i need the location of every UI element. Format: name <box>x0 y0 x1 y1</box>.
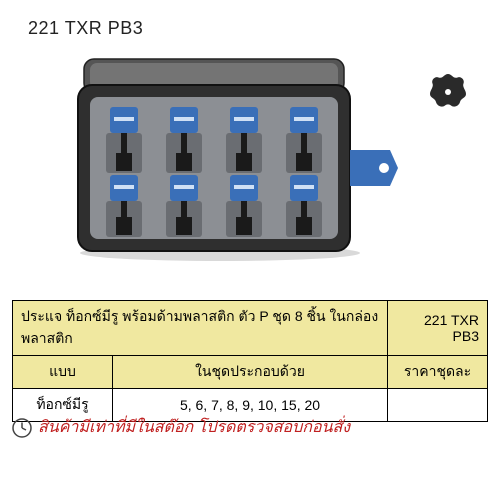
col-header-contents: ในชุดประกอบด้วย <box>113 356 388 389</box>
product-title-th: ประแจ ท็อกซ์มีรู พร้อมด้ามพลาสติก ตัว P … <box>13 301 388 356</box>
clock-icon <box>12 418 32 438</box>
torx-tamper-icon <box>426 70 470 119</box>
product-title-code: 221 TXR PB3 <box>388 301 488 356</box>
notice-text: สินค้ามีเท่าที่มีในสต๊อก โปรดตรวจสอบก่อน… <box>38 415 350 440</box>
col-header-type: แบบ <box>13 356 113 389</box>
stock-notice: สินค้ามีเท่าที่มีในสต๊อก โปรดตรวจสอบก่อน… <box>12 415 488 440</box>
table-title-row: ประแจ ท็อกซ์มีรู พร้อมด้ามพลาสติก ตัว P … <box>13 301 488 356</box>
product-code: 221 TXR PB3 <box>28 18 143 39</box>
spec-table: ประแจ ท็อกซ์มีรู พร้อมด้ามพลาสติก ตัว P … <box>12 300 488 422</box>
col-header-price: ราคาชุดละ <box>388 356 488 389</box>
product-image <box>60 55 400 265</box>
hang-tag <box>350 150 398 186</box>
table-header-row: แบบ ในชุดประกอบด้วย ราคาชุดละ <box>13 356 488 389</box>
